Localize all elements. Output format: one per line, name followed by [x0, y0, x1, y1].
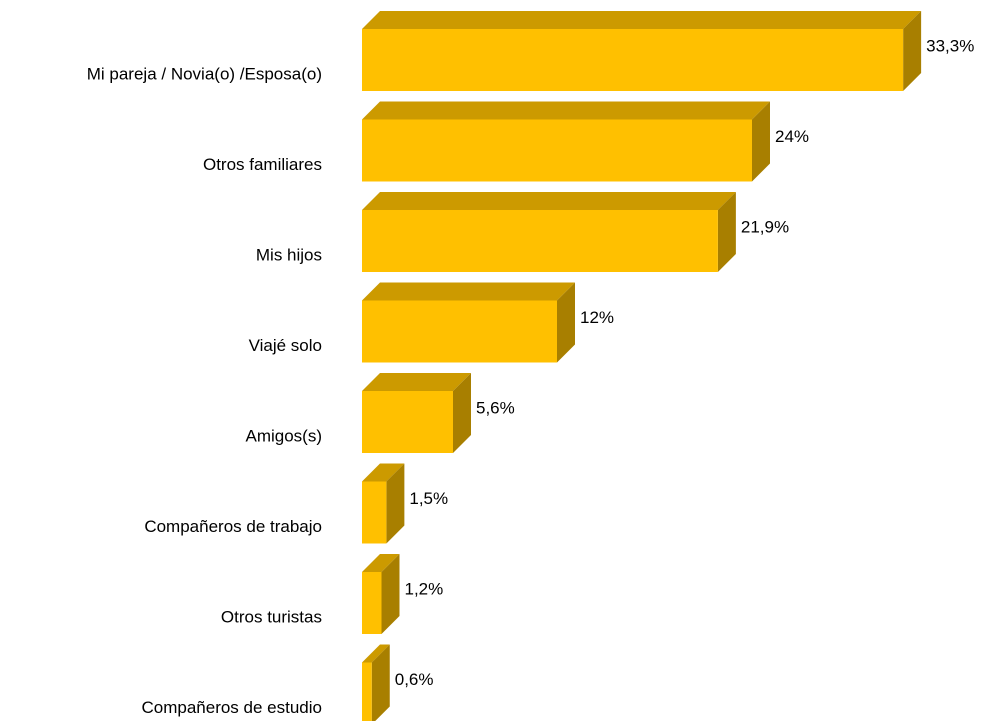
bar	[362, 210, 718, 272]
bar-side	[752, 101, 770, 182]
y-tick-label: Otros turistas	[221, 607, 322, 626]
y-tick-label: Compañeros de estudio	[141, 698, 322, 717]
y-tick-label: Otros familiares	[203, 155, 322, 174]
bar	[362, 29, 904, 91]
bar-side	[453, 373, 471, 453]
bar	[362, 662, 372, 721]
bar-top	[362, 373, 471, 391]
bar-side	[371, 644, 390, 721]
data-label: 1,5%	[409, 489, 448, 508]
data-label: 24%	[775, 127, 809, 146]
y-tick-label: Amigos(s)	[245, 426, 322, 445]
bar-top	[362, 463, 405, 482]
bar-side	[903, 11, 922, 91]
bar-side	[717, 192, 736, 272]
bar	[362, 119, 752, 182]
bar-top	[362, 554, 400, 572]
bar-top	[362, 192, 736, 210]
bar	[362, 391, 453, 453]
bar	[362, 572, 382, 634]
data-label: 1,2%	[405, 579, 444, 598]
bar-top	[362, 282, 575, 301]
y-tick-label: Mis hijos	[256, 245, 322, 264]
y-tick-label: Compañeros de trabajo	[144, 517, 322, 536]
y-tick-label: Mi pareja / Novia(o) /Esposa(o)	[87, 64, 322, 83]
y-tick-label: Viajé solo	[249, 336, 322, 355]
data-label: 21,9%	[741, 217, 789, 236]
bar-top	[362, 11, 922, 29]
bar-side	[557, 282, 575, 363]
bar-top	[362, 644, 390, 663]
bar	[362, 300, 557, 363]
bar	[362, 481, 387, 544]
bar-side	[386, 463, 405, 544]
data-label: 12%	[580, 308, 614, 327]
bar-side	[381, 554, 400, 634]
data-label: 5,6%	[476, 398, 515, 417]
bar-top	[362, 101, 770, 120]
data-label: 33,3%	[926, 36, 974, 55]
data-label: 0,6%	[395, 670, 434, 689]
